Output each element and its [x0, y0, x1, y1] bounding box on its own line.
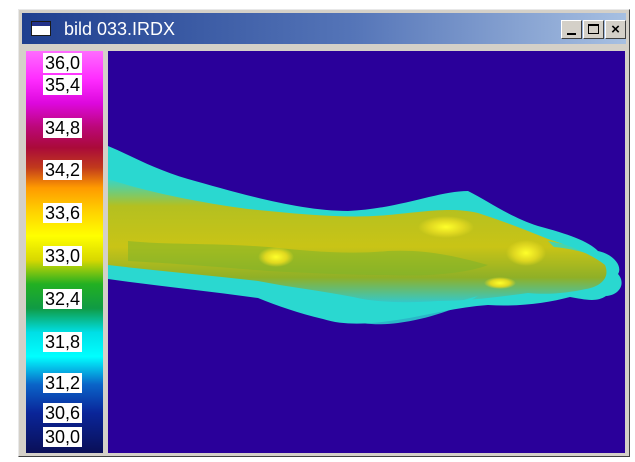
scale-label-30-0: 30,0	[43, 427, 83, 447]
window-title: bild 033.IRDX	[64, 19, 176, 39]
maximize-icon	[588, 24, 599, 34]
scale-label-31-8: 31,8	[43, 332, 83, 352]
scale-label-30-6: 30,6	[43, 403, 83, 423]
scale-label-32-4: 32,4	[43, 289, 83, 309]
close-button[interactable]: ×	[605, 20, 626, 39]
scale-label-34-8: 34,8	[43, 118, 83, 138]
thermal-image-view[interactable]	[108, 51, 625, 453]
maximize-button[interactable]	[583, 20, 604, 39]
temperature-color-scale: 36,0 35,4 34,8 34,2 33,6 33,0 32,4 31,8 …	[26, 51, 103, 453]
scale-label-33-0: 33,0	[43, 246, 83, 266]
scale-label-36-0: 36,0	[43, 53, 83, 73]
scale-label-33-6: 33,6	[43, 203, 83, 223]
forearm-warm-region	[108, 179, 607, 303]
minimize-button[interactable]	[561, 20, 582, 39]
client-area: 36,0 35,4 34,8 34,2 33,6 33,0 32,4 31,8 …	[26, 51, 625, 453]
app-window: bild 033.IRDX × 36,0 35,4 34,8 34,2 33,6…	[18, 9, 630, 457]
title-bar[interactable]: bild 033.IRDX ×	[22, 13, 626, 44]
thermal-image	[108, 146, 622, 325]
minimize-icon	[567, 33, 576, 35]
close-icon: ×	[611, 21, 620, 38]
scale-label-35-4: 35,4	[43, 75, 83, 95]
window-app-icon[interactable]	[31, 21, 51, 36]
scale-label-34-2: 34,2	[43, 160, 83, 180]
scale-label-31-2: 31,2	[43, 373, 83, 393]
